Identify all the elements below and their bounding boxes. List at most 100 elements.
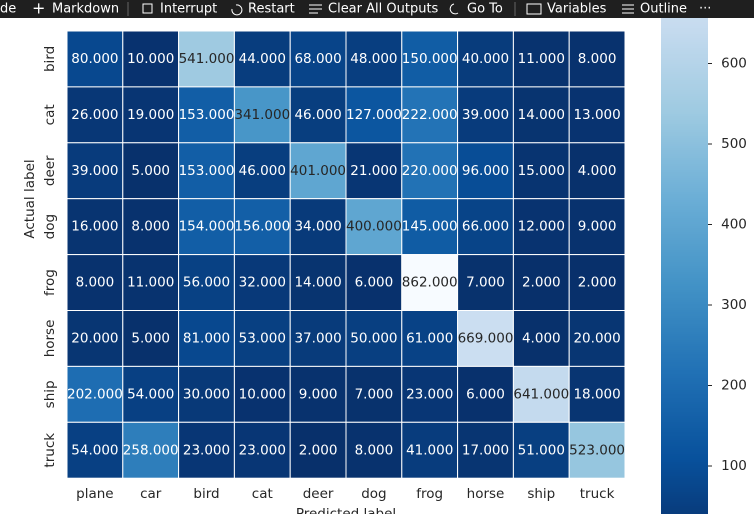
colorbar-strip [661, 270, 708, 273]
colorbar-strip [661, 402, 708, 405]
colorbar-strip [661, 54, 708, 57]
colorbar-strip [661, 102, 708, 105]
colorbar-strip [661, 326, 708, 329]
colorbar-strip [661, 486, 708, 489]
colorbar-strip [661, 340, 708, 343]
cell-label: 156.000 [234, 219, 290, 235]
cell-label: 18.000 [573, 386, 620, 402]
colorbar-strip [661, 88, 708, 91]
cell [512, 254, 570, 312]
colorbar-strip [661, 44, 708, 47]
colorbar-strip [661, 66, 708, 69]
cell-label: 51.000 [518, 442, 565, 458]
cell-label: 81.000 [183, 330, 230, 346]
cell-label: 222.000 [402, 107, 458, 123]
colorbar-strip [661, 236, 708, 239]
cell [178, 30, 235, 88]
colorbar-strip [661, 504, 708, 507]
colorbar-strip [661, 282, 708, 285]
colorbar-strip [661, 350, 708, 353]
cell [512, 365, 570, 423]
cell-label: 68.000 [294, 51, 341, 67]
cell-label: 39.000 [71, 163, 118, 179]
colorbar-strip [661, 344, 708, 347]
colorbar-strip [661, 178, 708, 181]
toolbar-item[interactable]: de [0, 2, 16, 17]
cell [66, 421, 124, 479]
restart-button[interactable]: Restart [248, 2, 295, 17]
colorbar-strip [661, 306, 708, 309]
colorbar-strip [661, 464, 708, 467]
colorbar-strip [661, 390, 708, 393]
cell-label: 17.000 [462, 442, 509, 458]
colorbar-strip [661, 124, 708, 127]
colorbar-strip [661, 454, 708, 457]
colorbar-strip [661, 404, 708, 407]
outline-button[interactable]: Outline [640, 2, 687, 17]
cell [233, 365, 291, 423]
cell [66, 310, 124, 367]
colorbar-strip [661, 296, 708, 299]
colorbar-strip [661, 182, 708, 185]
cell [401, 365, 459, 423]
colorbar-strip [661, 258, 708, 261]
colorbar-strip [661, 386, 708, 389]
markdown-button[interactable]: Markdown [52, 2, 119, 17]
cell-label: 41.000 [406, 442, 453, 458]
colorbar-strip [661, 376, 708, 379]
clear-outputs-button[interactable]: Clear All Outputs [328, 2, 439, 17]
colorbar-strip [661, 154, 708, 157]
colorbar-strip [661, 450, 708, 453]
cell-label: 16.000 [71, 219, 118, 235]
colorbar-strip [661, 424, 708, 427]
colorbar-strip [661, 460, 708, 463]
colorbar-strip [661, 456, 708, 459]
colorbar-strip [661, 246, 708, 249]
y-tick-label: dog [42, 214, 58, 239]
cell-label: 401.000 [290, 163, 346, 179]
colorbar-strip [661, 132, 708, 135]
cell [345, 310, 403, 367]
colorbar-strip [661, 428, 708, 431]
colorbar-strip [661, 134, 708, 137]
colorbar-strip [661, 374, 708, 377]
cell [457, 310, 514, 367]
colorbar-strip [661, 492, 708, 495]
colorbar-strip [661, 68, 708, 71]
colorbar-strip [661, 362, 708, 365]
goto-button[interactable]: Go To [467, 2, 503, 17]
cell-label: 32.000 [239, 275, 286, 291]
cell [568, 30, 626, 88]
y-tick-label: deer [42, 155, 58, 186]
cell-label: 54.000 [127, 386, 174, 402]
colorbar-strip [661, 106, 708, 109]
cell [512, 421, 570, 479]
colorbar-strip [661, 346, 708, 349]
colorbar-strip [661, 474, 708, 477]
colorbar-strip [661, 172, 708, 175]
cell [345, 198, 403, 256]
cell-label: 5.000 [131, 330, 170, 346]
colorbar-strip [661, 488, 708, 491]
colorbar-strip [661, 506, 708, 509]
x-tick-label: dog [361, 486, 386, 502]
colorbar-strip [661, 420, 708, 423]
colorbar-strip [661, 46, 708, 49]
interrupt-button[interactable]: Interrupt [160, 2, 217, 17]
colorbar-strip [661, 510, 708, 513]
cell-label: 11.000 [127, 275, 174, 291]
colorbar-strip [661, 202, 708, 205]
cell-label: 14.000 [294, 275, 341, 291]
more-button[interactable]: ··· [699, 2, 711, 17]
cell-label: 127.000 [346, 107, 402, 123]
colorbar-strip [661, 184, 708, 187]
colorbar-strip [661, 56, 708, 59]
colorbar-strip [661, 76, 708, 79]
cell [512, 310, 570, 367]
cell-label: 523.000 [569, 442, 625, 458]
colorbar-strip [661, 280, 708, 283]
variables-button[interactable]: Variables [547, 2, 607, 17]
colorbar-strip [661, 298, 708, 301]
x-tick-label: frog [416, 486, 443, 502]
colorbar-strip [661, 230, 708, 233]
